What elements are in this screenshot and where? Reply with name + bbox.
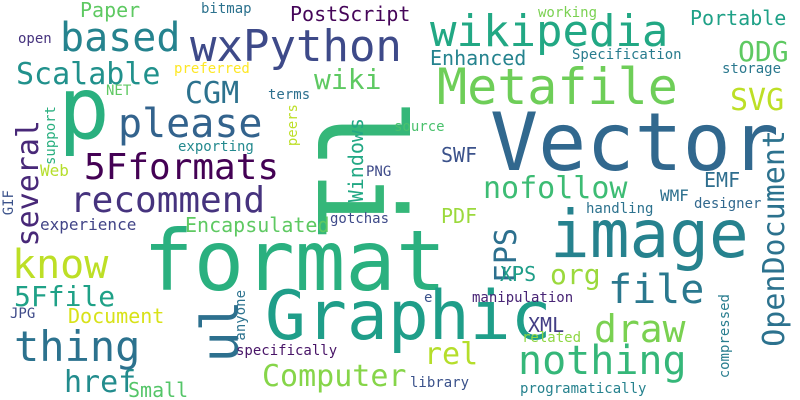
word-opendocument: OpenDocument xyxy=(757,130,792,347)
word-windows: Windows xyxy=(344,118,368,203)
word-programatically: programatically xyxy=(520,381,647,397)
word-preferred: preferred xyxy=(174,61,250,77)
word-vector: Vector xyxy=(490,96,779,189)
word-metafile: Metafile xyxy=(437,58,678,116)
word-specifically: specifically xyxy=(236,343,338,359)
word-exporting: exporting xyxy=(178,139,254,155)
word-xml: XML xyxy=(528,313,565,337)
word-format: format xyxy=(143,212,447,310)
word-graphic: Graphic xyxy=(265,277,552,356)
word-li: li xyxy=(289,98,428,243)
word-file: file xyxy=(608,267,705,313)
word-small: Small xyxy=(128,378,189,400)
word-related: related xyxy=(522,330,582,346)
word-svg: SVG xyxy=(730,83,785,118)
word-scalable: Scalable xyxy=(16,57,161,92)
word-enhanced: Enhanced xyxy=(430,46,527,70)
word-nothing: nothing xyxy=(518,338,687,384)
word-working: working xyxy=(538,5,598,21)
word-open: open xyxy=(18,31,52,47)
word-computer: Computer xyxy=(262,359,407,394)
word-encapsulated: Encapsulated xyxy=(185,213,330,237)
word-jpg: JPG xyxy=(10,306,36,322)
word-manipulation: manipulation xyxy=(472,290,574,306)
word-recommend: recommend xyxy=(70,180,266,221)
word-wiki: wiki xyxy=(314,63,382,96)
word-anyone: anyone xyxy=(233,290,249,341)
word-portable: Portable xyxy=(690,6,787,30)
word-wxpython: wxPython xyxy=(190,21,402,72)
word-5ffile: 5Ffile xyxy=(14,280,116,313)
word-storage: storage xyxy=(722,61,782,77)
word-handling: handling xyxy=(586,201,654,217)
word-e: e xyxy=(424,290,433,306)
word-p: p xyxy=(58,59,110,159)
word-pdf: PDF xyxy=(441,204,478,228)
word-href: href xyxy=(64,365,137,400)
word-document: Document xyxy=(68,304,165,328)
word-paper: Paper xyxy=(80,0,141,22)
word-web: Web xyxy=(40,161,69,180)
word-know: know xyxy=(12,242,109,288)
word-thing: thing xyxy=(14,322,141,371)
word-gif: GIF xyxy=(1,190,17,216)
word-gotchas: gotchas xyxy=(330,211,390,227)
word-png: PNG xyxy=(366,164,392,180)
word-based: based xyxy=(60,15,181,61)
word-image: image xyxy=(550,196,749,273)
word-wmf: WMF xyxy=(660,186,689,205)
word-cgm: CGM xyxy=(185,76,240,111)
word-5fformats: 5Fformats xyxy=(84,147,280,188)
word-net: NET xyxy=(106,83,132,99)
word-xps: XPS xyxy=(500,262,537,286)
word-draw: draw xyxy=(594,307,686,351)
word-swf: SWF xyxy=(441,143,478,167)
word-specification: Specification xyxy=(572,47,682,63)
word-org: org xyxy=(550,258,601,291)
word-emf: EMF xyxy=(704,168,741,192)
word-please: please xyxy=(118,101,263,147)
word-bitmap: bitmap xyxy=(201,1,252,17)
word-compressed: compressed xyxy=(717,294,733,379)
word-rel: rel xyxy=(424,337,479,372)
word-odg: ODG xyxy=(738,35,789,68)
word-designer: designer xyxy=(694,196,762,212)
word-terms: terms xyxy=(268,87,311,103)
word-library: library xyxy=(410,375,470,391)
word-postscript: PostScript xyxy=(290,2,411,26)
word-nofollow: nofollow xyxy=(483,171,628,206)
word-wikipedia: wikipedia xyxy=(430,6,669,57)
word-peers: peers xyxy=(285,104,301,147)
word-support: support xyxy=(43,106,59,166)
word-experience: experience xyxy=(40,215,137,234)
word-source: source xyxy=(394,119,445,135)
